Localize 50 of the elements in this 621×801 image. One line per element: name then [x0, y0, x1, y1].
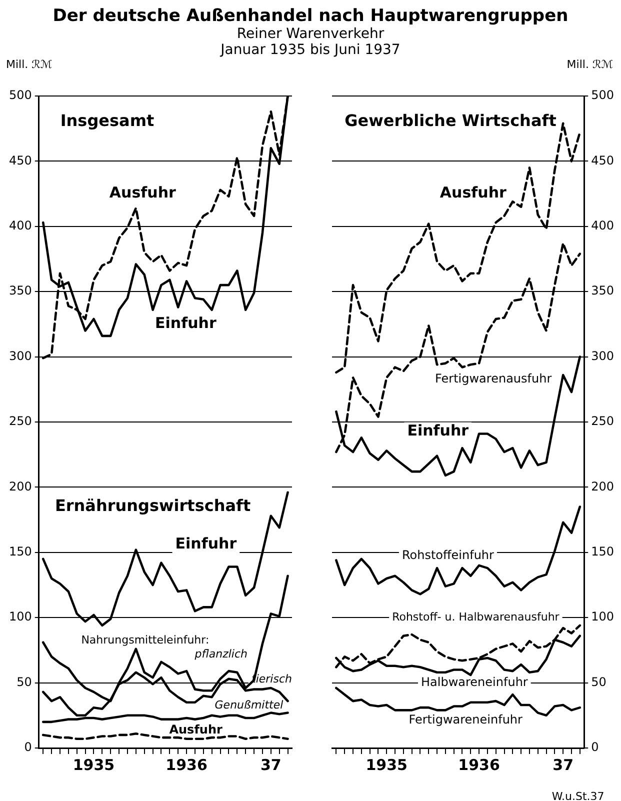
y-tick-label: 300 [9, 348, 32, 363]
y-tick-label: 250 [9, 414, 32, 428]
y-tick-label: 50 [16, 674, 32, 689]
series-label: Fertigwareneinfuhr [408, 712, 523, 727]
y-tick-label: 450 [9, 153, 32, 168]
y-tick-label: 450 [591, 153, 614, 168]
annotation: Nahrungsmitteleinfuhr: [81, 633, 210, 646]
series-label: Einfuhr [175, 534, 238, 552]
x-tick-label: 37 [260, 756, 282, 774]
x-tick-label: 37 [552, 756, 574, 774]
series-label: Einfuhr [407, 422, 470, 440]
series-label: Fertigwarenausfuhr [435, 372, 552, 386]
y-tick-label: 400 [9, 218, 32, 233]
y-tick-label: 250 [591, 414, 614, 428]
x-tick-label: 1936 [166, 756, 208, 774]
y-tick-label: 50 [591, 674, 606, 689]
series-label: Rohstoffeinfuhr [402, 548, 494, 562]
y-tick-label: 100 [9, 610, 32, 624]
y-axis-title: Mill. ℛℳ [566, 58, 613, 71]
series-label: Ausfuhr [440, 184, 508, 202]
x-tick-label: 1936 [458, 756, 500, 774]
series-label: pflanzlich [194, 648, 248, 661]
y-tick-label: 500 [591, 88, 614, 102]
series-label: Rohstoff- u. Halbwarenausfuhr [392, 610, 560, 624]
series-label: Ausfuhr [169, 722, 222, 737]
x-tick-label: 1935 [72, 756, 115, 774]
y-tick-label: 150 [591, 544, 614, 559]
annotation: Insgesamt [60, 111, 154, 130]
y-axis-title: Mill. ℛℳ [6, 58, 52, 71]
series-label: Halbwareneinfuhr [421, 674, 528, 689]
y-tick-label: 0 [24, 740, 32, 754]
series-label: Ausfuhr [109, 184, 177, 202]
annotation: Ernährungswirtschaft [54, 496, 251, 515]
y-tick-label: 400 [591, 218, 614, 233]
y-tick-label: 300 [591, 348, 614, 363]
text: W.u.St.37 [552, 790, 604, 801]
y-tick-label: 500 [9, 88, 32, 102]
series-label: Einfuhr [155, 314, 217, 332]
y-tick-label: 200 [9, 479, 32, 494]
y-tick-label: 100 [591, 610, 614, 624]
y-tick-label: 200 [591, 479, 614, 494]
y-tick-label: 0 [591, 740, 599, 754]
chart-subtitle: Reiner Warenverkehr Januar 1935 bis Juni 1937 [218, 26, 402, 58]
y-tick-label: 150 [9, 544, 32, 559]
y-tick-label: 350 [9, 284, 32, 298]
x-tick-label: 1935 [366, 756, 408, 774]
series-label: Genußmittel [214, 698, 284, 712]
y-tick-label: 350 [591, 284, 614, 298]
chart-title: Der deutsche Außenhandel nach Hauptwarengruppen [52, 6, 570, 26]
annotation: Gewerbliche Wirtschaft [344, 111, 557, 130]
